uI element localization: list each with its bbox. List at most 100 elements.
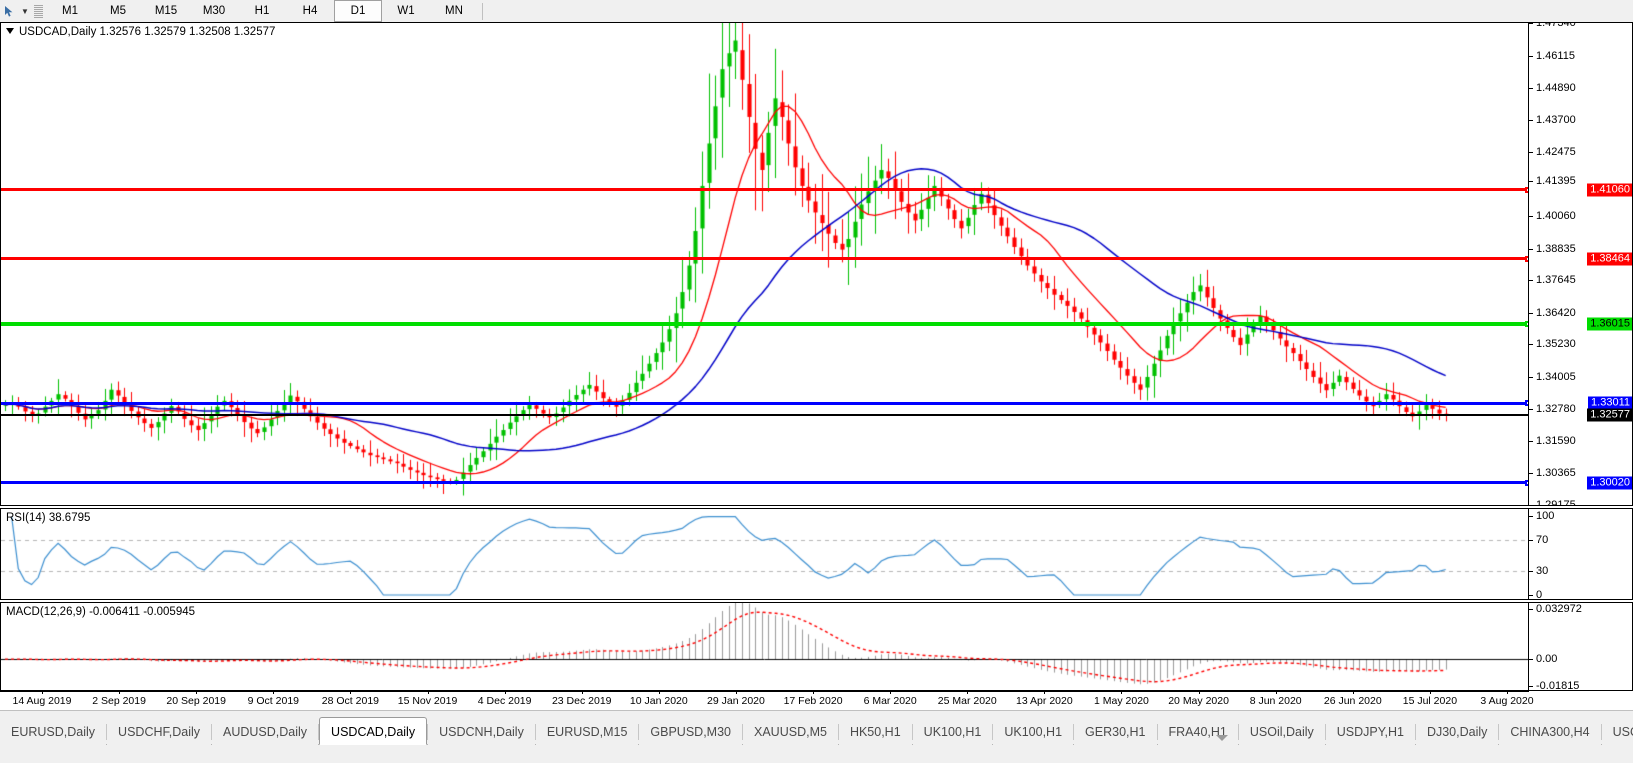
rsi-tick-mark bbox=[1529, 515, 1533, 517]
drag-grip-icon[interactable] bbox=[34, 2, 43, 20]
price-tick-label: 1.35230 bbox=[1536, 338, 1576, 351]
rsi-label: RSI(14) 38.6795 bbox=[6, 512, 91, 524]
price-tick-mark bbox=[1529, 23, 1533, 24]
price-tick-mark bbox=[1529, 180, 1533, 182]
timeframe-toolbar: ▼ M1 M5 M15 M30 H1 H4 D1 W1 MN bbox=[0, 0, 1633, 23]
chart-tab-ger30-h1[interactable]: GER30,H1 bbox=[1074, 719, 1157, 745]
chart-tabs-bar: EURUSD,Daily USDCHF,Daily AUDUSD,Daily USDC… bbox=[0, 710, 1633, 763]
price-level-tag-resistance-1[interactable]: 1.41060 bbox=[1587, 183, 1632, 197]
tab-divider bbox=[1600, 724, 1602, 740]
price-tick-label: 1.32780 bbox=[1536, 403, 1576, 416]
chart-tab-usdjpy-h1[interactable]: USDJPY,H1 bbox=[1325, 719, 1415, 745]
price-tick-mark bbox=[1529, 248, 1533, 250]
price-tick-label: 1.43700 bbox=[1536, 113, 1576, 126]
macd-indicator-panel[interactable]: MACD(12,26,9) -0.006411 -0.005945 0.0329… bbox=[0, 602, 1633, 691]
chart-tab-usoil-d[interactable]: USOil,D bbox=[1601, 719, 1633, 745]
level-drag-handle[interactable] bbox=[1525, 255, 1528, 262]
rsi-indicator-panel[interactable]: RSI(14) 38.6795 100 70 30 0 bbox=[0, 508, 1633, 600]
price-tick-label: 1.31590 bbox=[1536, 434, 1576, 447]
timeframe-m15[interactable]: M15 bbox=[154, 5, 178, 17]
chart-tab-uk100-h1[interactable]: UK100,H1 bbox=[912, 719, 993, 745]
rsi-tick-label: 70 bbox=[1536, 533, 1549, 546]
timeframe-m1[interactable]: M1 bbox=[62, 5, 78, 17]
date-tick-mark bbox=[1121, 690, 1123, 694]
price-axis[interactable]: 1.47340 1.46115 1.44890 1.43700 1.42475 1.413… bbox=[1528, 23, 1632, 505]
price-tick-mark bbox=[1529, 505, 1533, 506]
chart-tab-usdcad-daily[interactable]: USDCAD,Daily bbox=[319, 717, 428, 745]
date-tick-label: 10 Jan 2020 bbox=[629, 695, 688, 707]
price-tick-label: 1.40060 bbox=[1536, 210, 1576, 223]
rsi-tick-label: 100 bbox=[1536, 509, 1555, 522]
tab-divider bbox=[211, 724, 212, 740]
macd-tick-mark bbox=[1529, 686, 1533, 687]
price-tick-label: 1.47340 bbox=[1536, 22, 1576, 29]
level-drag-handle[interactable] bbox=[1525, 320, 1528, 327]
date-tick-label: 1 May 2020 bbox=[1094, 695, 1149, 707]
chart-tab-audusd-daily[interactable]: AUDUSD,Daily bbox=[212, 719, 319, 745]
chart-tab-hk50-h1[interactable]: HK50,H1 bbox=[838, 719, 912, 745]
price-tick-mark bbox=[1529, 55, 1533, 57]
timeframe-h4[interactable]: H4 bbox=[302, 5, 318, 17]
macd-label: MACD(12,26,9) -0.006411 -0.005945 bbox=[6, 606, 196, 618]
level-line bbox=[1, 257, 1528, 261]
timeframe-m30[interactable]: M30 bbox=[202, 5, 226, 17]
rsi-tick-mark bbox=[1529, 595, 1533, 596]
cursor-arrow-icon[interactable] bbox=[0, 1, 18, 21]
timeframe-d1[interactable]: D1 bbox=[334, 0, 382, 22]
chart-tab-uk100-h1[interactable]: UK100,H1 bbox=[993, 719, 1074, 745]
price-tick-mark bbox=[1529, 216, 1533, 218]
chart-tab-eurusd-m15[interactable]: EURUSD,M15 bbox=[535, 719, 639, 745]
level-drag-handle[interactable] bbox=[1525, 400, 1528, 407]
chart-tab-usdchf-daily[interactable]: USDCHF,Daily bbox=[107, 719, 211, 745]
tab-divider bbox=[1073, 724, 1075, 740]
triangle-down-icon[interactable] bbox=[6, 28, 14, 34]
price-tick-mark bbox=[1529, 409, 1533, 411]
macd-axis: 0.032972 0.00 -0.01815 bbox=[1528, 603, 1632, 690]
chart-tab-usdcnh-daily[interactable]: USDCNH,Daily bbox=[428, 719, 535, 745]
date-axis[interactable]: 14 Aug 2019 2 Sep 2019 20 Sep 2019 9 Oct 20… bbox=[0, 690, 1534, 710]
price-tick-label: 1.34005 bbox=[1536, 370, 1576, 383]
price-level-tag-pivot[interactable]: 1.36015 bbox=[1587, 317, 1632, 330]
tab-divider bbox=[1498, 724, 1500, 740]
chart-tab-china300-h4[interactable]: CHINA300,H4 bbox=[1499, 719, 1601, 745]
price-tick-mark bbox=[1529, 473, 1533, 475]
timeframe-h1[interactable]: H1 bbox=[254, 5, 270, 17]
date-tick-label: 9 Oct 2019 bbox=[247, 695, 299, 707]
price-chart-panel[interactable]: USDCAD,Daily 1.32576 1.32579 1.32508 1.3… bbox=[0, 22, 1633, 506]
price-tick-mark bbox=[1529, 152, 1533, 154]
date-tick-mark bbox=[1507, 690, 1508, 694]
price-level-tag-support-2[interactable]: 1.30020 bbox=[1587, 476, 1632, 490]
timeframe-w1[interactable]: W1 bbox=[397, 5, 415, 17]
timeframe-mn[interactable]: MN bbox=[445, 5, 463, 17]
price-level-tag-support-1[interactable]: 1.33011 bbox=[1588, 396, 1632, 410]
chart-tab-dj30-daily[interactable]: DJ30,Daily bbox=[1415, 719, 1499, 745]
price-level-tag-last-price[interactable]: 1.32577 bbox=[1587, 408, 1632, 422]
chart-tab-xauusd-m5[interactable]: XAUUSD,M5 bbox=[743, 719, 838, 745]
date-tick-label: 15 Nov 2019 bbox=[397, 695, 458, 707]
date-tick-label: 23 Dec 2019 bbox=[551, 695, 612, 707]
tab-divider bbox=[992, 724, 994, 740]
chart-tab-usoil-daily[interactable]: USOil,Daily bbox=[1238, 719, 1325, 745]
chart-tab-eurusd-daily[interactable]: EURUSD,Daily bbox=[0, 719, 107, 745]
scroll-indicator-icon[interactable] bbox=[1216, 735, 1229, 742]
price-tick-mark bbox=[1529, 312, 1533, 314]
level-drag-handle[interactable] bbox=[1525, 479, 1528, 486]
price-plot[interactable] bbox=[1, 23, 1528, 505]
chevron-down-icon[interactable]: ▼ bbox=[21, 6, 29, 16]
tab-divider bbox=[911, 724, 913, 740]
date-tick-mark bbox=[581, 690, 583, 694]
macd-tick-mark bbox=[1529, 659, 1533, 661]
date-tick-label: 8 Jun 2020 bbox=[1249, 695, 1302, 707]
chart-area[interactable]: USDCAD,Daily 1.32576 1.32579 1.32508 1.3… bbox=[0, 22, 1633, 710]
date-tick-mark bbox=[350, 690, 352, 694]
chart-tab-gbpusd-m30[interactable]: GBPUSD,M30 bbox=[639, 719, 742, 745]
date-tick-label: 14 Aug 2019 bbox=[12, 695, 72, 707]
price-tick-label: 1.46115 bbox=[1536, 49, 1575, 62]
price-tick-label: 1.36420 bbox=[1536, 306, 1576, 319]
date-tick-mark bbox=[890, 690, 892, 694]
level-drag-handle[interactable] bbox=[1525, 186, 1528, 193]
timeframe-m5[interactable]: M5 bbox=[110, 5, 126, 17]
price-level-tag-resistance-2[interactable]: 1.38464 bbox=[1587, 252, 1632, 266]
date-tick-label: 17 Feb 2020 bbox=[783, 695, 843, 707]
